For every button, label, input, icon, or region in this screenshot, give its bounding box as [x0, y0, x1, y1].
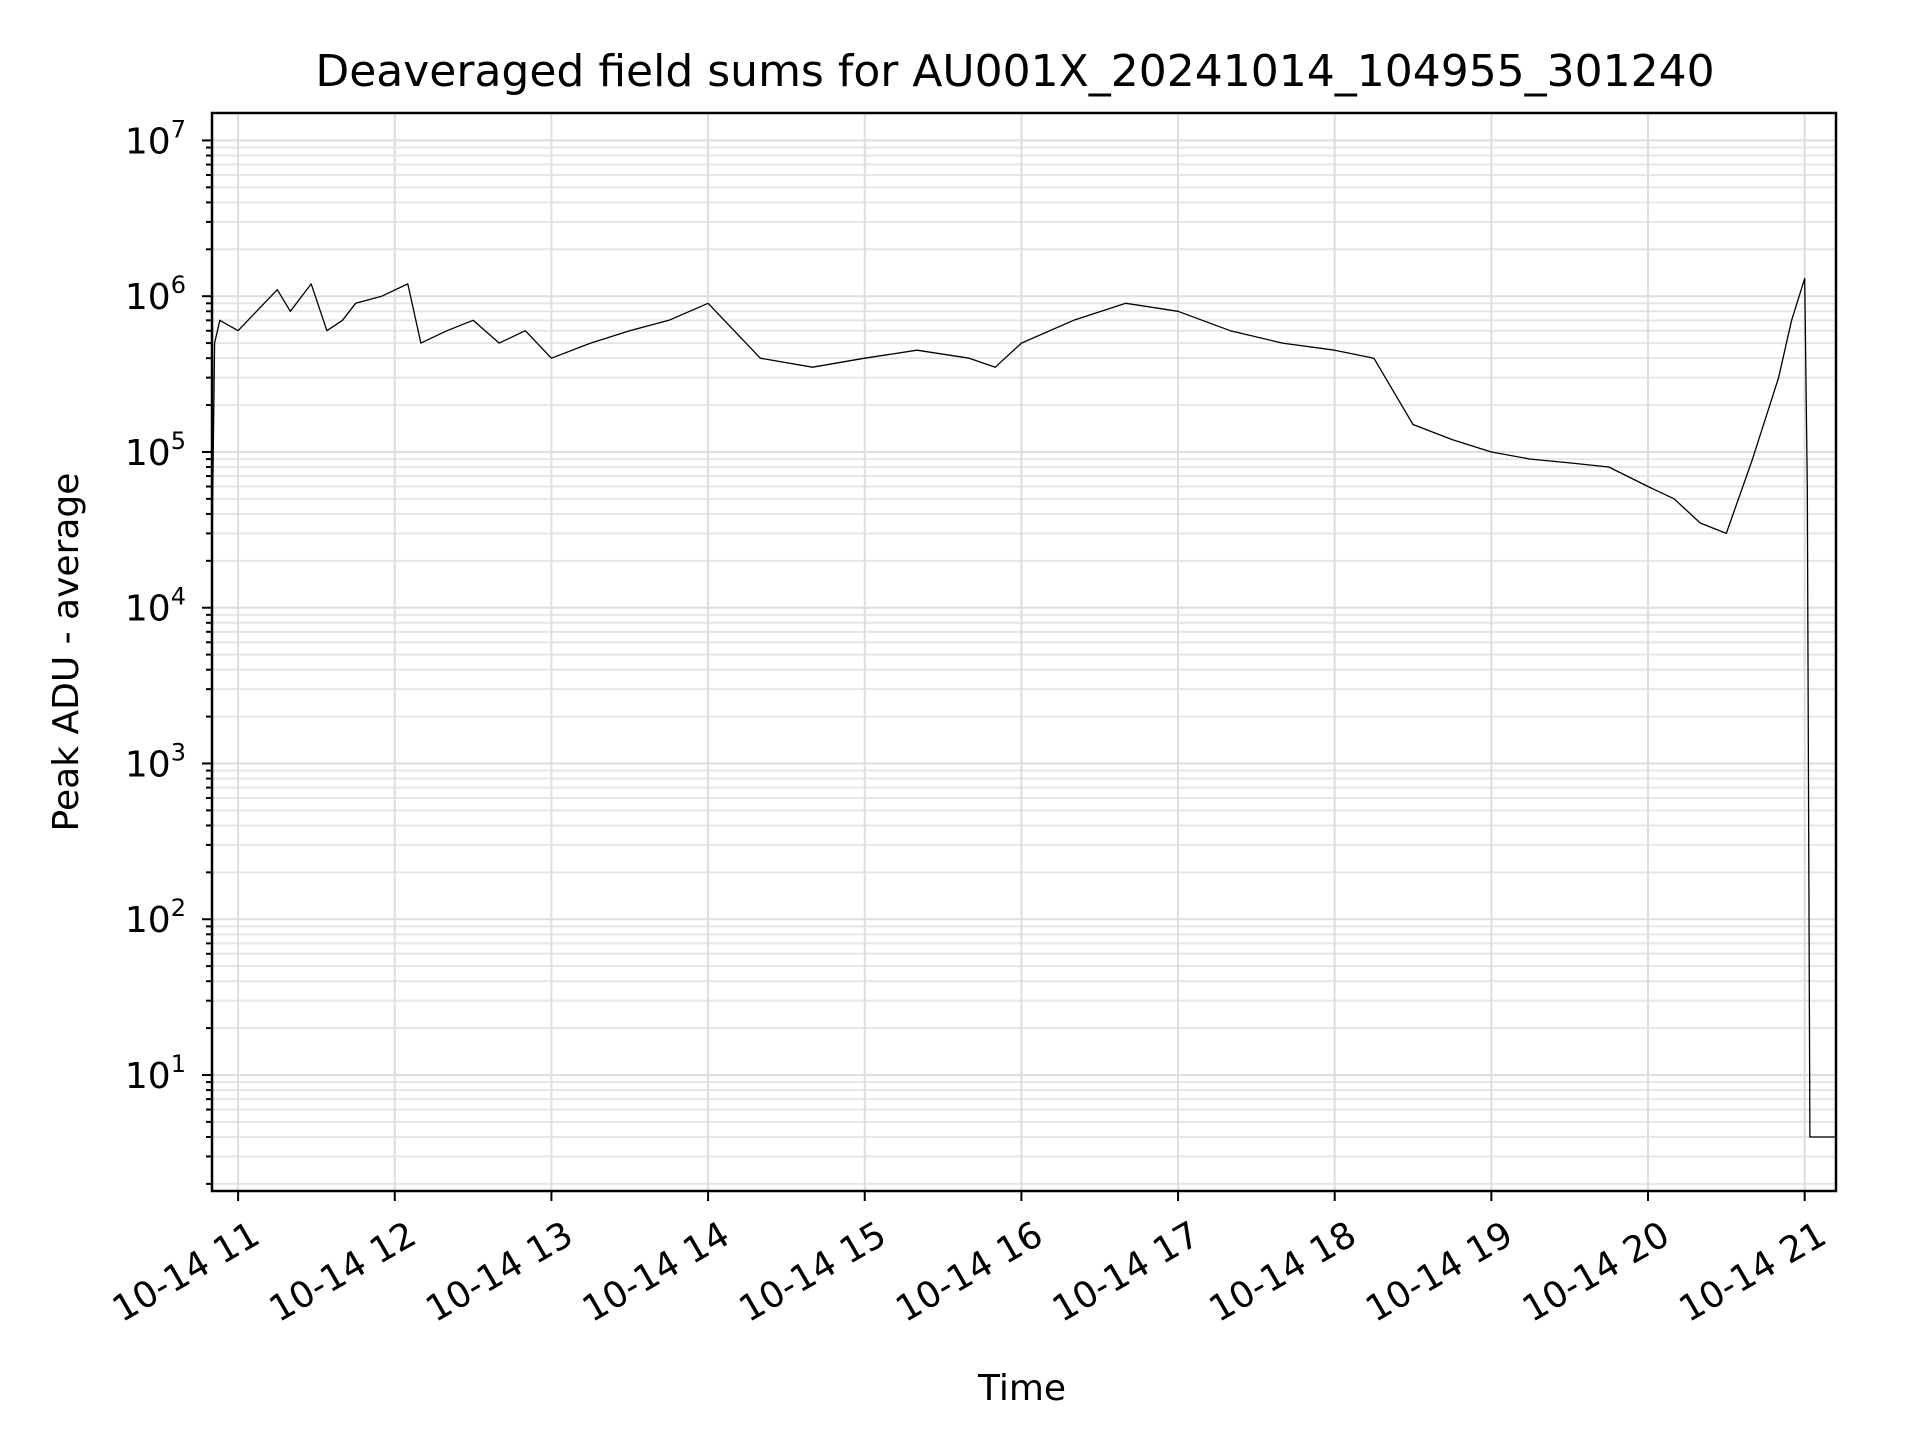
x-tick-label: 10-14 18 [1203, 1214, 1364, 1330]
x-tick-label: 10-14 17 [1046, 1214, 1207, 1330]
y-axis-label: Peak ADU - average [46, 473, 87, 832]
x-tick-label: 10-14 12 [263, 1214, 424, 1330]
y-tick-label: 104 [125, 583, 186, 630]
x-tick-label: 10-14 15 [733, 1214, 894, 1330]
y-tick-label: 107 [125, 115, 186, 162]
grid [212, 113, 1836, 1191]
y-axis: 101 102 103 104 105 106 107 [125, 115, 212, 1185]
x-tick-label: 10-14 13 [419, 1214, 580, 1330]
x-tick-label: 10-14 19 [1359, 1214, 1520, 1330]
x-tick-label: 10-14 11 [106, 1214, 267, 1330]
chart-title: Deaveraged field sums for AU001X_2024101… [315, 46, 1714, 97]
x-tick-label: 10-14 14 [576, 1214, 737, 1330]
x-axis-label: Time [977, 1368, 1066, 1409]
series-line [211, 277, 1836, 1138]
y-tick-label: 105 [125, 427, 186, 474]
y-tick-label: 102 [125, 894, 186, 941]
x-tick-label: 10-14 21 [1672, 1214, 1833, 1330]
y-tick-label: 101 [125, 1050, 186, 1097]
x-tick-label: 10-14 20 [1516, 1214, 1677, 1330]
y-tick-label: 103 [125, 738, 186, 785]
plot-frame [210, 111, 1838, 1193]
y-tick-label: 106 [125, 271, 186, 318]
x-tick-label: 10-14 16 [889, 1214, 1050, 1330]
